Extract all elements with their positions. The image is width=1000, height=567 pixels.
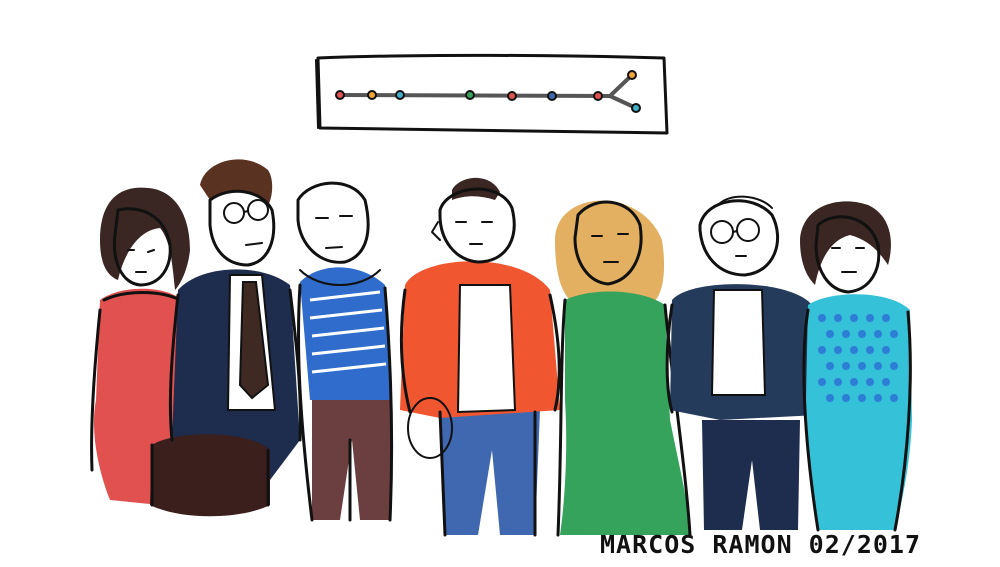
polka-dot [818, 378, 826, 386]
timeline-dot [507, 91, 517, 101]
polka-dot [866, 314, 874, 322]
polka-dot [850, 314, 858, 322]
polka-dot [866, 346, 874, 354]
polka-dot [842, 394, 850, 402]
polka-dot [890, 394, 898, 402]
polka-dot [826, 394, 834, 402]
man-navy-suit-glasses [150, 159, 302, 517]
man-blue-striped-shirt [296, 181, 394, 522]
man-orange-jacket [399, 177, 561, 537]
polka-dot [842, 330, 850, 338]
timeline-dot [367, 90, 377, 100]
artist-signature: MARCOS RAMON 02/2017 [600, 530, 922, 559]
timeline-wall-sign [315, 53, 669, 135]
polka-dot [858, 394, 866, 402]
polka-dot [858, 330, 866, 338]
timeline-dot [547, 91, 557, 101]
polka-dot [874, 362, 882, 370]
woman-green-dress [555, 200, 692, 537]
polka-dot [866, 378, 874, 386]
polka-dot [834, 378, 842, 386]
polka-dot [890, 362, 898, 370]
polka-dot [834, 314, 842, 322]
timeline-dot [465, 90, 475, 100]
polka-dot [882, 346, 890, 354]
polka-dot [818, 314, 826, 322]
man-navy-jacket-glasses [665, 195, 821, 530]
polka-dot [826, 330, 834, 338]
polka-dot [874, 330, 882, 338]
polka-dot [882, 314, 890, 322]
polka-dot [834, 346, 842, 354]
timeline-dot [627, 70, 637, 80]
polka-dot [858, 362, 866, 370]
timeline-dot [631, 103, 641, 113]
polka-dot [842, 362, 850, 370]
polka-dot [874, 394, 882, 402]
woman-cyan-polka-dress [800, 201, 912, 532]
polka-dot [818, 346, 826, 354]
polka-dot [850, 378, 858, 386]
polka-dot [826, 362, 834, 370]
timeline-dot [593, 91, 603, 101]
timeline-dot [395, 90, 405, 100]
timeline-dot [335, 90, 345, 100]
polka-dot [850, 346, 858, 354]
polka-dot [890, 330, 898, 338]
polka-dot [882, 378, 890, 386]
